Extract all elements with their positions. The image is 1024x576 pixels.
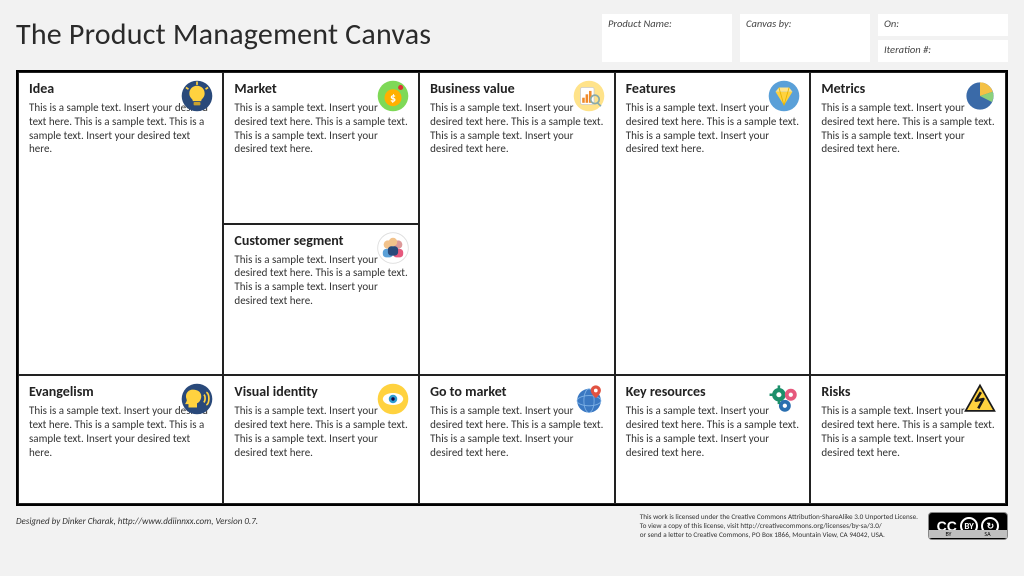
credit-text: Designed by Dinker Charak, http://www.dd… (16, 516, 258, 527)
globe-pin-icon (572, 382, 606, 416)
cell-evangelism[interactable]: Evangelism This is a sample text. Insert… (18, 375, 223, 504)
diamond-icon (767, 79, 801, 113)
lightbulb-icon (180, 79, 214, 113)
cell-title: Metrics (821, 81, 953, 97)
cell-title: Market (234, 81, 366, 97)
cell-title: Customer segment (234, 233, 366, 249)
canvas-by-field[interactable]: Canvas by: (740, 14, 870, 62)
people-icon (376, 231, 410, 265)
cell-go-to-market[interactable]: Go to market This is a sample text. Inse… (419, 375, 615, 504)
cell-visual-identity[interactable]: Visual identity This is a sample text. I… (223, 375, 419, 504)
cell-title: Evangelism (29, 384, 170, 400)
cell-title: Risks (821, 384, 953, 400)
page-title: The Product Management Canvas (16, 16, 431, 53)
cell-title: Idea (29, 81, 170, 97)
cell-title: Features (626, 81, 758, 97)
cell-key-resources[interactable]: Key resources This is a sample text. Ins… (615, 375, 811, 504)
canvas-grid: Idea This is a sample text. Insert your … (16, 70, 1008, 506)
head-voice-icon (180, 382, 214, 416)
meta-fields: Product Name: Canvas by: On: Iteration #… (602, 14, 1008, 62)
cell-risks[interactable]: Risks This is a sample text. Insert your… (810, 375, 1006, 504)
money-icon: $ (376, 79, 410, 113)
footer: Designed by Dinker Charak, http://www.dd… (16, 512, 1008, 540)
svg-text:$: $ (390, 92, 396, 106)
eye-icon (376, 382, 410, 416)
iteration-field[interactable]: Iteration #: (878, 40, 1008, 62)
cell-idea[interactable]: Idea This is a sample text. Insert your … (18, 72, 223, 375)
cell-customer-segment[interactable]: Customer segment This is a sample text. … (223, 224, 419, 376)
analytics-icon (572, 79, 606, 113)
cell-title: Key resources (626, 384, 758, 400)
cell-title: Go to market (430, 384, 562, 400)
cell-market[interactable]: Market This is a sample text. Insert you… (223, 72, 419, 224)
cell-title: Business value (430, 81, 562, 97)
cell-business-value[interactable]: Business value This is a sample text. In… (419, 72, 615, 375)
warning-icon (963, 382, 997, 416)
cell-title: Visual identity (234, 384, 366, 400)
gears-icon (767, 382, 801, 416)
cell-features[interactable]: Features This is a sample text. Insert y… (615, 72, 811, 375)
cell-metrics[interactable]: Metrics This is a sample text. Insert yo… (810, 72, 1006, 375)
product-name-field[interactable]: Product Name: (602, 14, 732, 62)
license-text: This work is licensed under the Creative… (640, 512, 918, 539)
cc-by-sa-badge: CC BY ↻ BYSA (928, 512, 1008, 540)
on-field[interactable]: On: (878, 14, 1008, 36)
pie-chart-icon (963, 79, 997, 113)
